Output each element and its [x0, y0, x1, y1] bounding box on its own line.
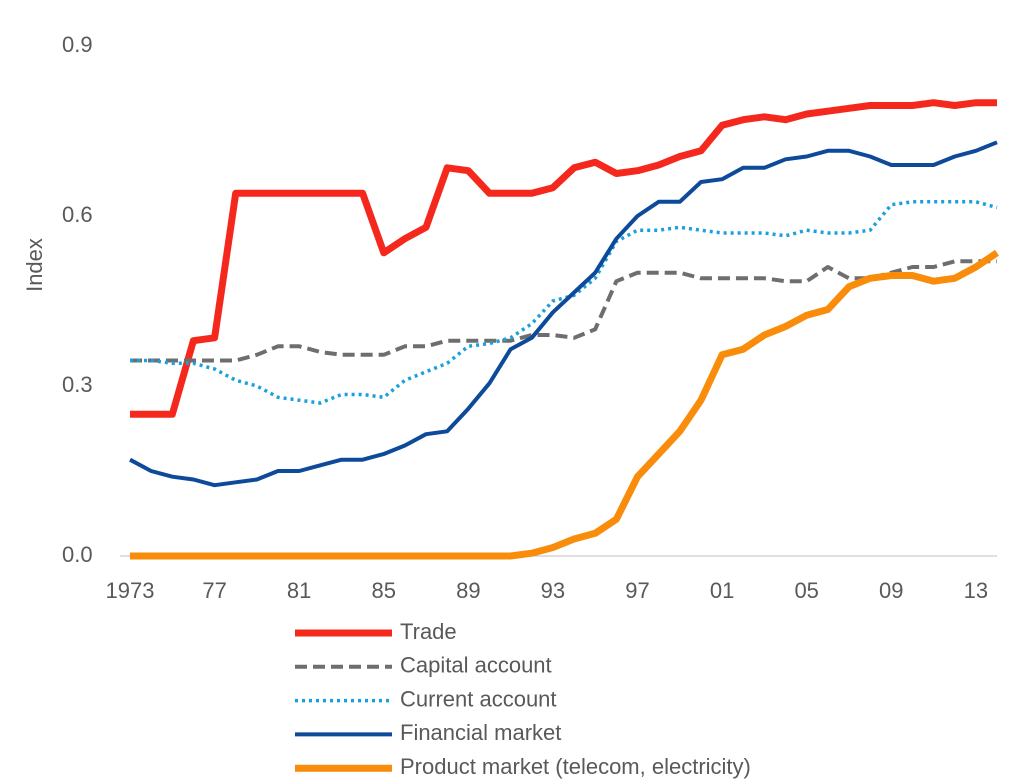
y-tick-label: 0.3 [62, 372, 93, 397]
x-tick-label: 1973 [106, 578, 155, 603]
legend-label: Financial market [400, 720, 561, 745]
legend-label: Product market (telecom, electricity) [400, 754, 751, 779]
x-tick-label: 05 [794, 578, 818, 603]
x-tick-label: 01 [710, 578, 734, 603]
series-line [130, 99, 997, 418]
x-tick-label: 81 [287, 578, 311, 603]
legend-label: Capital account [400, 653, 552, 678]
x-tick-label: 85 [372, 578, 396, 603]
x-tick-label: 13 [964, 578, 988, 603]
x-tick-label: 09 [879, 578, 903, 603]
y-tick-label: 0.0 [62, 542, 93, 567]
series-line [129, 140, 998, 488]
x-tick-label: 93 [541, 578, 565, 603]
x-tick-label: 97 [625, 578, 649, 603]
y-tick-label: 0.9 [62, 32, 93, 57]
legend-label: Current account [400, 686, 557, 711]
y-axis-label: Index [22, 238, 47, 292]
x-tick-label: 89 [456, 578, 480, 603]
series-line [130, 249, 999, 560]
legend-label: Trade [400, 619, 457, 644]
y-tick-label: 0.6 [62, 202, 93, 227]
x-tick-label: 77 [202, 578, 226, 603]
series-line [130, 259, 997, 363]
